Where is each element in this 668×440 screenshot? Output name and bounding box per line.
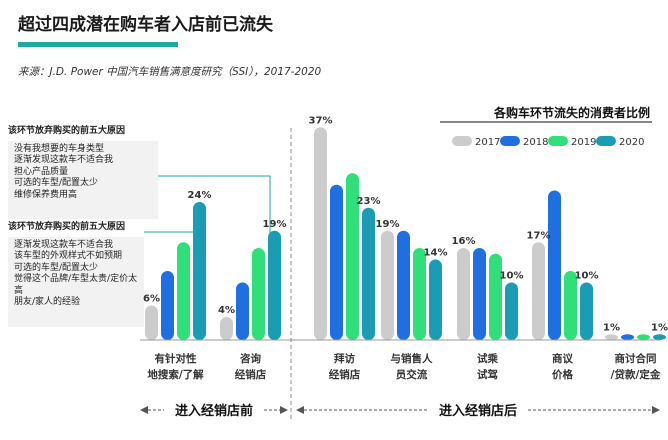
reason-item: 没有我想要的车身类型 [14,143,105,154]
legend-swatch-2018 [500,136,520,146]
data-label: 23% [357,196,381,207]
category-label-0: 有针对性 [155,352,197,365]
reason-item: 该车型的外观样式不如预期 [14,251,123,261]
data-label: 19% [263,219,287,230]
category-label-4: 试乘 [477,352,498,365]
category-label-3: 员交流 [396,368,428,381]
bar-2017-3 [381,230,394,340]
reasons-panel-2: 该环节放弃购买的前五大原因 逐渐发现这款车不适合我 该车型的外观样式不如预期 可… [8,222,144,327]
bar-2019-5 [564,271,577,340]
legend-label-2018: 2018 [523,137,548,148]
category-label-0: 地搜索/了解 [147,368,204,381]
data-label: 4% [218,305,235,316]
category-label-1: 咨询 [240,352,261,365]
category-label-6: 商讨合同 [615,352,657,365]
phase-label-1: 进入经销店后 [439,403,517,419]
legend-swatch-2017 [452,136,472,146]
reason-item: 逐渐发现这款车不适合我 [14,155,114,165]
connector-line-1 [158,175,271,238]
bar-2017-6 [605,334,618,340]
data-label: 17% [527,230,551,241]
reason-item: 朋友/家人的经验 [14,297,81,307]
reason-item: 担心产品质量 [14,166,69,177]
phase-arrow-head-right [652,406,660,414]
bar-2017-5 [532,242,545,340]
bar-2019-4 [489,253,502,340]
reasons-heading: 该环节放弃购买的前五大原因 [8,222,126,232]
data-label: 1% [651,322,668,333]
data-label: 24% [188,190,212,201]
bar-2020-6 [653,334,666,340]
reason-item: 觉得这个品牌/车型太贵/定价太高 [14,274,138,296]
legend-label-2019: 2019 [571,137,596,148]
data-label: 37% [309,115,333,126]
reason-item: 可选的车型/配置太少 [14,178,99,188]
reasons-heading: 该环节放弃购买的前五大原因 [8,126,126,136]
data-label: 16% [452,236,476,247]
reasons-box: 逐渐发现这款车不适合我 该车型的外观样式不如预期 可选的车型/配置太少 觉得这个… [8,236,144,327]
data-label: 10% [500,271,524,282]
reasons-panel-1: 该环节放弃购买的前五大原因 没有我想要的车身类型 逐渐发现这款车不适合我 担心产… [8,126,158,219]
reason-item: 逐渐发现这款车不适合我 [14,239,114,250]
bar-2019-6 [637,334,650,340]
chart-title: 各购车环节流失的消费者比例 [493,106,650,120]
data-label: 1% [603,322,620,333]
bar-2019-1 [252,248,265,340]
title-accent-bar [18,42,178,47]
data-label: 6% [143,294,160,305]
bar-2020-5 [580,282,593,340]
reason-item: 可选的车型/配置太少 [14,262,99,273]
legend-swatch-2019 [548,136,568,146]
bar-2019-0 [177,242,190,340]
legend-swatch-2020 [596,136,616,146]
phase-arrow-head-left [296,406,304,414]
category-label-3: 与销售人 [391,352,433,365]
phase-label-0: 进入经销店前 [175,403,253,419]
reasons-box: 没有我想要的车身类型 逐渐发现这款车不适合我 担心产品质量 可选的车型/配置太少… [8,140,158,219]
bar-2019-3 [413,248,426,340]
bar-2020-1 [268,230,281,340]
category-label-5: 商议 [552,352,573,365]
category-label-2: 经销店 [329,368,361,381]
bar-2020-2 [362,207,375,340]
bar-2017-2 [314,127,327,340]
data-label: 19% [376,219,400,230]
reason-item: 维修保养费用高 [14,189,78,200]
category-label-1: 经销店 [235,368,267,381]
bar-2018-3 [397,230,410,340]
data-label: 10% [575,271,599,282]
bar-2018-5 [548,190,561,340]
legend-label-2017: 2017 [475,137,500,148]
bar-2018-2 [330,184,343,340]
legend-label-2020: 2020 [619,137,644,148]
category-label-2: 拜访 [334,352,355,365]
bar-2018-1 [236,282,249,340]
bar-2017-0 [145,305,158,340]
phase-arrow-head-right [280,406,288,414]
chart-title-underline [440,121,652,123]
bar-2018-0 [161,271,174,340]
bar-2020-4 [505,282,518,340]
bar-2019-2 [346,173,359,340]
data-label: 14% [424,248,448,259]
category-label-5: 价格 [552,368,573,381]
connector-line-2 [144,206,197,233]
source-note: 来源：J.D. Power 中国汽车销售满意度研究（SSI），2017-2020 [18,66,322,78]
category-label-6: /贷款/定金 [611,368,661,381]
category-label-4: 试驾 [477,368,498,381]
bar-2018-6 [621,334,634,340]
bar-2017-4 [457,248,470,340]
bar-2017-1 [220,317,233,340]
bar-2020-3 [429,259,442,340]
bar-2018-4 [473,248,486,340]
page-title: 超过四成潜在购车者入店前已流失 [18,15,273,35]
phase-arrow-head-left [140,406,148,414]
bar-2020-0 [193,202,206,340]
